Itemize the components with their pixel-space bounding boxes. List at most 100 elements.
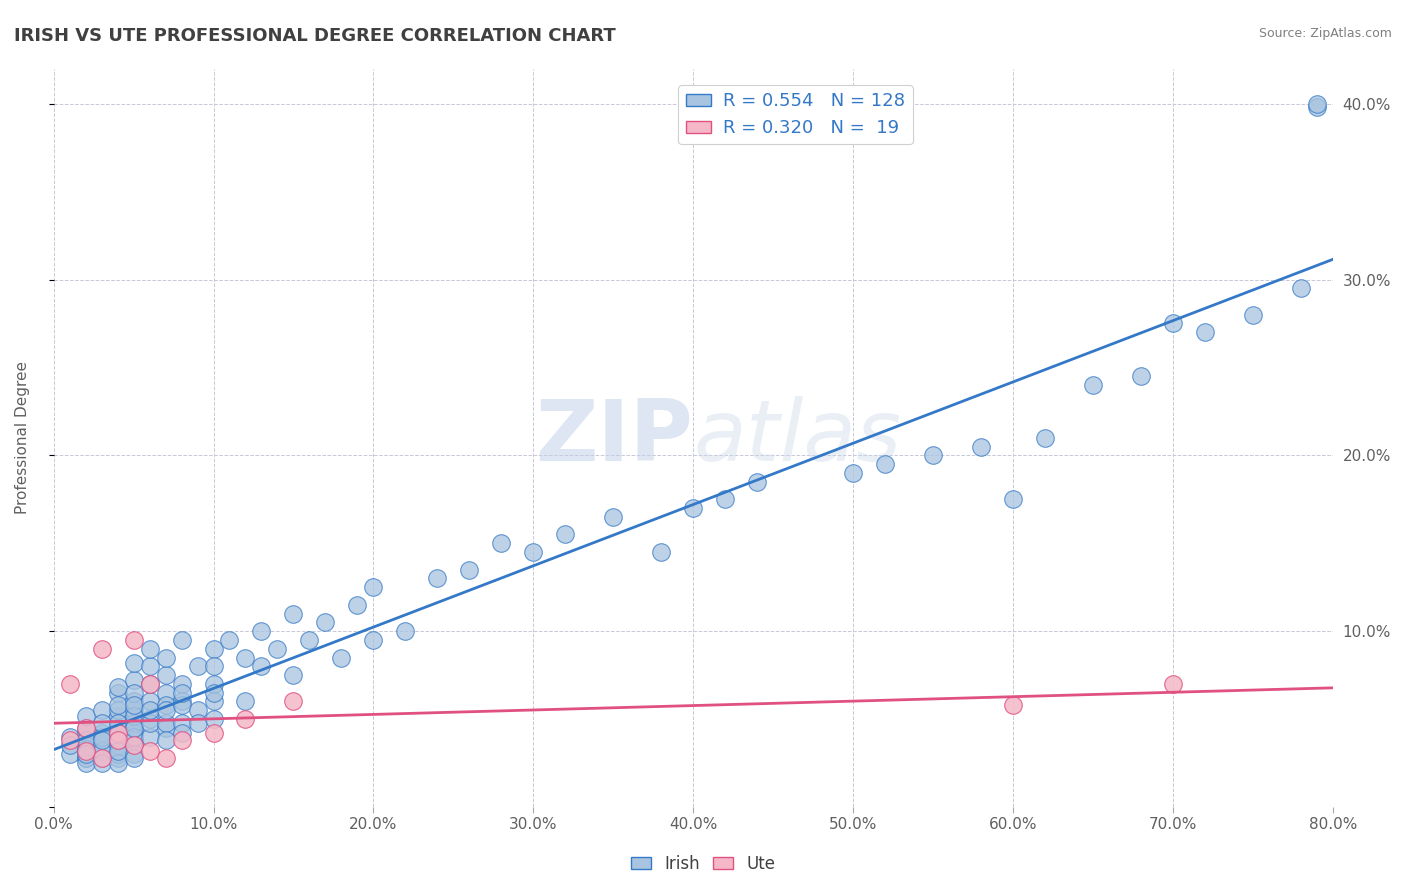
Point <box>1033 431 1056 445</box>
Point <box>75 742 97 756</box>
Point <box>682 501 704 516</box>
Point <box>602 509 624 524</box>
Point <box>75 733 97 747</box>
Point <box>170 632 193 647</box>
Legend: R = 0.554   N = 128, R = 0.320   N =  19: R = 0.554 N = 128, R = 0.320 N = 19 <box>678 85 912 145</box>
Point <box>59 733 82 747</box>
Point <box>491 536 513 550</box>
Point <box>75 721 97 735</box>
Point <box>1289 281 1312 295</box>
Point <box>107 721 129 735</box>
Point <box>186 659 208 673</box>
Point <box>314 615 336 630</box>
Point <box>90 739 112 753</box>
Text: Source: ZipAtlas.com: Source: ZipAtlas.com <box>1258 27 1392 40</box>
Point <box>426 571 449 585</box>
Point <box>363 580 385 594</box>
Point <box>107 733 129 747</box>
Point <box>59 730 82 744</box>
Point <box>107 744 129 758</box>
Point <box>155 750 177 764</box>
Point <box>107 708 129 723</box>
Point <box>1001 698 1024 712</box>
Point <box>107 747 129 762</box>
Point <box>138 703 160 717</box>
Point <box>202 712 225 726</box>
Point <box>266 641 288 656</box>
Point <box>75 756 97 770</box>
Point <box>122 739 145 753</box>
Point <box>75 721 97 735</box>
Point <box>122 721 145 735</box>
Point <box>75 747 97 762</box>
Point <box>90 750 112 764</box>
Point <box>1129 369 1152 384</box>
Point <box>122 686 145 700</box>
Point <box>75 708 97 723</box>
Point <box>90 703 112 717</box>
Point <box>873 457 896 471</box>
Point <box>75 739 97 753</box>
Point <box>1194 325 1216 339</box>
Point <box>170 733 193 747</box>
Point <box>75 744 97 758</box>
Point <box>170 694 193 708</box>
Point <box>122 673 145 688</box>
Point <box>394 624 416 639</box>
Point <box>554 527 576 541</box>
Point <box>122 694 145 708</box>
Point <box>122 698 145 712</box>
Point <box>235 694 257 708</box>
Point <box>138 730 160 744</box>
Point <box>122 712 145 726</box>
Point <box>330 650 353 665</box>
Point <box>202 641 225 656</box>
Point <box>155 733 177 747</box>
Point <box>90 641 112 656</box>
Point <box>75 744 97 758</box>
Point <box>250 624 273 639</box>
Point <box>122 656 145 670</box>
Point <box>1241 308 1264 322</box>
Point <box>138 641 160 656</box>
Point <box>970 440 993 454</box>
Point <box>107 698 129 712</box>
Point <box>138 694 160 708</box>
Point <box>107 686 129 700</box>
Point <box>138 659 160 673</box>
Point <box>107 733 129 747</box>
Point <box>107 726 129 740</box>
Point <box>122 750 145 764</box>
Point <box>170 677 193 691</box>
Point <box>90 730 112 744</box>
Point <box>650 545 672 559</box>
Point <box>714 492 737 507</box>
Point <box>107 739 129 753</box>
Point <box>90 726 112 740</box>
Point <box>1161 317 1184 331</box>
Point <box>107 726 129 740</box>
Point <box>90 750 112 764</box>
Point <box>122 715 145 730</box>
Point <box>186 703 208 717</box>
Point <box>186 715 208 730</box>
Point <box>1306 100 1329 114</box>
Point <box>170 698 193 712</box>
Text: IRISH VS UTE PROFESSIONAL DEGREE CORRELATION CHART: IRISH VS UTE PROFESSIONAL DEGREE CORRELA… <box>14 27 616 45</box>
Point <box>218 632 240 647</box>
Point <box>75 733 97 747</box>
Text: atlas: atlas <box>693 396 901 479</box>
Point <box>122 739 145 753</box>
Point <box>522 545 544 559</box>
Point <box>138 677 160 691</box>
Point <box>122 726 145 740</box>
Point <box>298 632 321 647</box>
Point <box>202 659 225 673</box>
Point <box>155 686 177 700</box>
Point <box>59 747 82 762</box>
Point <box>170 686 193 700</box>
Point <box>155 668 177 682</box>
Point <box>122 733 145 747</box>
Point <box>250 659 273 673</box>
Point <box>122 730 145 744</box>
